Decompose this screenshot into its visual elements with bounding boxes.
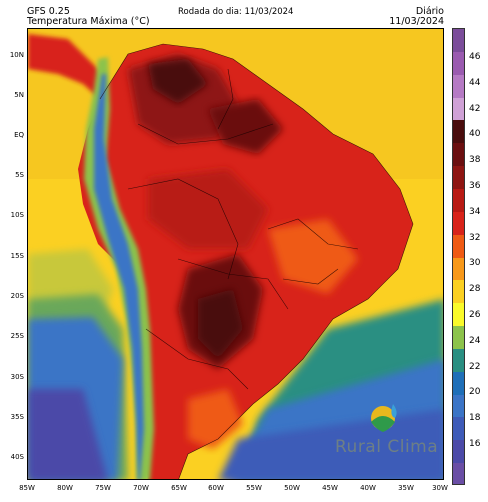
color-scale-label: 28 [469,284,481,295]
lon-label: 80W [57,484,73,492]
hot-core-guianas [208,99,283,154]
lat-label: 30S [10,373,24,381]
continent-south-america [78,44,413,479]
lat-label: 40S [10,453,24,461]
lon-label: 30W [432,484,448,492]
forecast-date: 11/03/2024 [389,16,444,27]
color-scale-segment [453,463,464,484]
color-scale-label: 22 [469,361,481,372]
color-scale-bar [452,28,465,485]
color-scale-label: 44 [469,77,481,88]
color-scale-segment [453,143,464,167]
color-scale-segment [453,303,464,327]
lat-label: EQ [14,131,24,139]
lon-label: 55W [246,484,262,492]
color-scale-label: 18 [469,413,481,424]
lat-label: 10S [10,211,24,219]
color-scale-segment [453,234,464,258]
color-scale-label: 20 [469,387,481,398]
model-name: GFS 0.25 [27,6,70,17]
color-scale-label: 38 [469,155,481,166]
lon-label: 85W [19,484,35,492]
color-scale-segment [453,371,464,396]
lon-label: 75W [95,484,111,492]
color-scale-segment [453,51,464,76]
lat-label: 15S [10,252,24,260]
color-scale-label: 34 [469,206,481,217]
color-scale-label: 16 [469,439,481,449]
lat-label: 35S [10,413,24,421]
warm-zone-southeast-brazil [268,219,358,294]
color-scale-segment [453,74,464,99]
color-scale-segment [453,394,464,418]
hot-zone-central-brazil [148,169,268,249]
color-scale-label: 24 [469,335,481,346]
lon-label: 70W [133,484,149,492]
color-scale-segment [453,348,464,373]
hot-core-chaco [198,289,243,359]
temperature-map [27,28,444,480]
variable-title: Temperatura Máxima (°C) [27,16,150,27]
andes-high-peaks [94,74,144,479]
color-scale-label: 30 [469,258,481,269]
lon-label: 60W [208,484,224,492]
color-scale-label: 42 [469,103,481,114]
lat-label: 10N [9,51,24,59]
color-scale-segment [453,188,464,213]
lon-label: 45W [322,484,338,492]
lon-label: 65W [171,484,187,492]
color-scale-segment [453,97,464,121]
period-label: Diário [415,6,444,17]
color-scale-label: 46 [469,52,481,62]
lat-label: 5N [14,91,24,99]
rural-clima-logo-icon [371,404,397,432]
color-scale-segment [453,440,464,464]
color-scale-label: 36 [469,181,481,191]
color-scale-segment [453,211,464,236]
lat-label: 25S [10,332,24,340]
map-canvas [28,29,443,479]
color-scale-label: 32 [469,232,481,243]
lat-label: 20S [10,292,24,300]
lat-label: 5S [15,171,24,179]
lon-label: 50W [284,484,300,492]
color-scale-segment [453,120,464,144]
hot-core-venezuela [148,59,208,104]
color-scale-segment [453,280,464,304]
color-scale-segment [453,257,464,281]
logo-text: Rural Clima [335,437,439,457]
lon-label: 40W [360,484,376,492]
color-scale-segment [453,29,464,53]
color-scale-segment [453,417,464,441]
color-scale-label: 26 [469,310,481,320]
central-america [28,34,108,99]
color-scale-label: 40 [469,129,481,140]
color-scale-segment [453,326,464,350]
country-borders [99,43,414,479]
color-scale-segment [453,166,464,190]
run-date: Rodada do dia: 11/03/2024 [178,7,294,17]
ocean-band-pacific-18 [28,389,108,479]
warm-zone-patagonia [188,389,243,449]
lon-label: 35W [398,484,414,492]
